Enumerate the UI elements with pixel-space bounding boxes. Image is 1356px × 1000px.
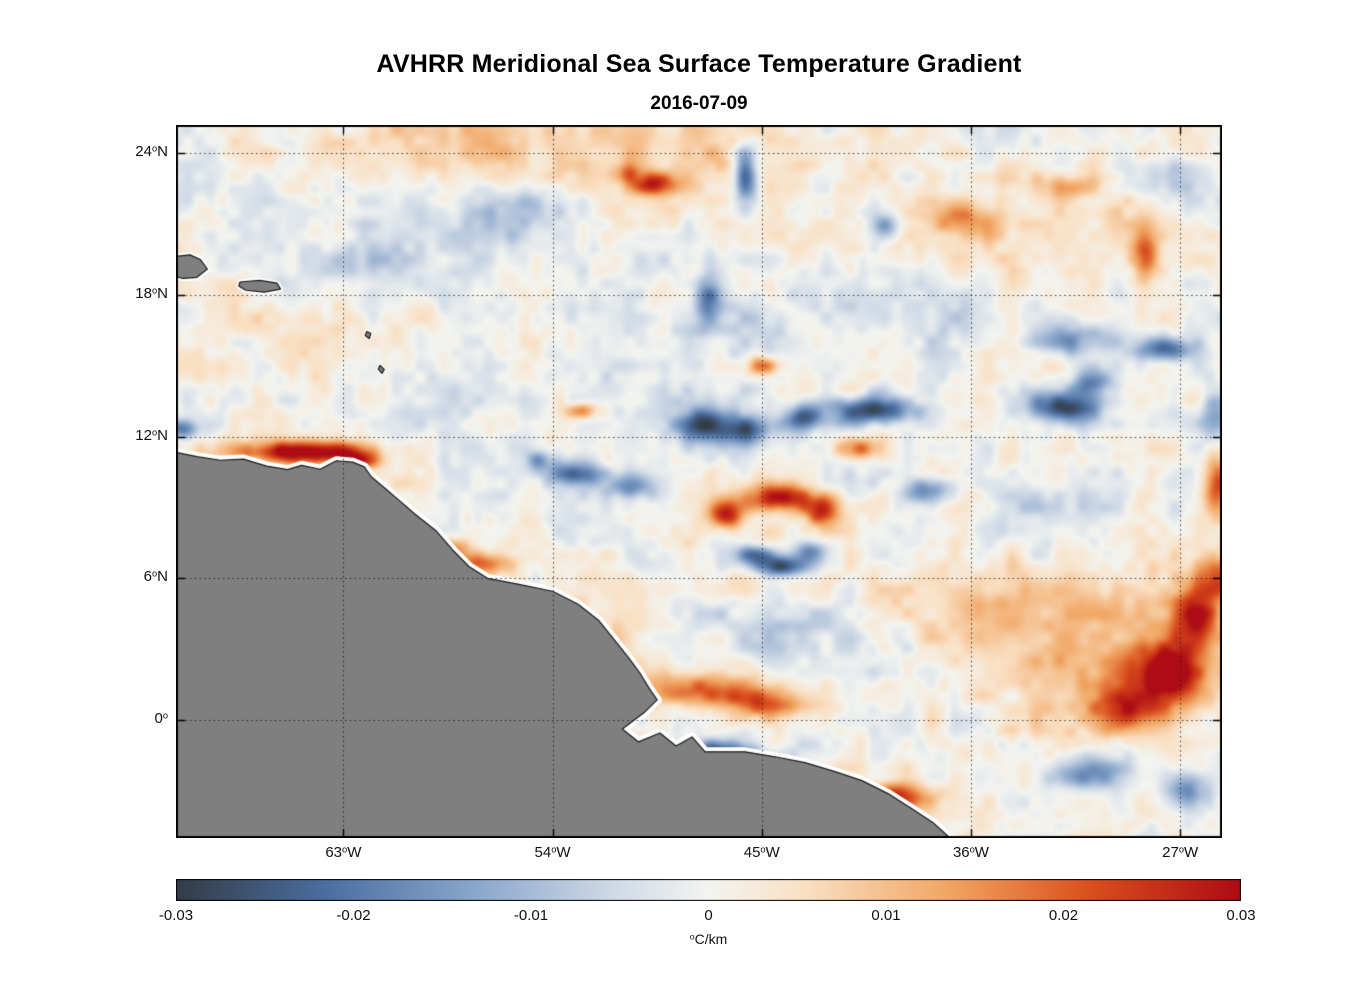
y-tick-label-0: 0o	[154, 709, 168, 727]
colorbar-tick-label-0.03: 0.03	[1226, 907, 1256, 924]
y-tick-label-18N: 18oN	[135, 284, 168, 302]
colorbar-unit-label: oC/km	[689, 931, 728, 947]
y-tick-label-24N: 24oN	[135, 143, 168, 161]
chart-date-subtitle: 2016-07-09	[650, 93, 748, 114]
x-tick-label-63W: 63oW	[325, 844, 362, 861]
colorbar-tick-label-0.01: 0.01	[871, 907, 901, 924]
colorbar-tick-label--0.01: -0.01	[513, 907, 549, 924]
chart-title: AVHRR Meridional Sea Surface Temperature…	[376, 50, 1022, 78]
x-tick-label-36W: 36oW	[952, 844, 989, 861]
x-tick-label-45W: 45oW	[743, 844, 780, 861]
y-tick-label-6N: 6oN	[143, 568, 168, 586]
y-tick-label-12N: 12oN	[135, 426, 168, 444]
colorbar-tick-label-0.02: 0.02	[1048, 907, 1079, 924]
x-tick-label-54W: 54oW	[534, 844, 571, 861]
colorbar-tick-label--0.03: -0.03	[158, 907, 194, 924]
colorbar-tick-label-0: 0	[704, 907, 713, 924]
colorbar-tick-label--0.02: -0.02	[336, 907, 371, 924]
x-tick-label-27W: 27oW	[1162, 844, 1199, 861]
colorbar	[176, 879, 1241, 901]
sst-gradient-map	[176, 125, 1222, 838]
